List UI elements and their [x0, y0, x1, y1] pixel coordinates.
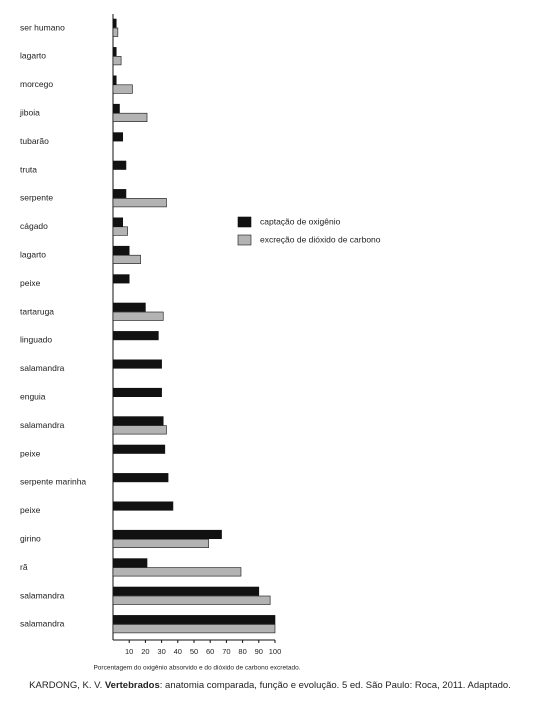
category-label: salamandra — [20, 363, 65, 373]
x-tick-label: 100 — [269, 647, 282, 656]
bar — [112, 302, 146, 312]
bar — [112, 160, 127, 170]
category-label: peixe — [20, 278, 41, 288]
category-label: linguado — [20, 335, 52, 345]
bar — [112, 132, 124, 142]
category-label: serpente marinha — [20, 477, 86, 487]
category-label: tartaruga — [20, 306, 54, 316]
category-label: peixe — [20, 448, 41, 458]
bar — [112, 254, 141, 264]
bar — [112, 387, 162, 398]
bar — [112, 56, 122, 66]
bar — [112, 198, 167, 208]
bar — [112, 27, 119, 37]
category-label: ser humano — [20, 22, 65, 32]
bar — [112, 558, 148, 568]
category-label: girino — [20, 533, 41, 543]
category-label: rã — [20, 562, 28, 572]
chart: Porcentagem do oxigênio absorvido e do d… — [19, 14, 381, 672]
bar — [112, 624, 276, 634]
bar — [112, 444, 166, 454]
source-author: KARDONG, K. V. — [29, 680, 103, 691]
source-caption: KARDONG, K. V. Vertebrados: anatomia com… — [0, 680, 540, 691]
bar — [112, 331, 159, 341]
bar — [112, 274, 130, 284]
x-tick-label: 70 — [222, 647, 230, 656]
category-label: peixe — [20, 505, 41, 515]
bar — [112, 567, 242, 577]
legend-label: captação de oxigênio — [260, 216, 341, 226]
category-label: morcego — [20, 79, 53, 89]
bar — [112, 189, 127, 199]
category-label: serpente — [20, 193, 53, 203]
x-tick-label: 30 — [157, 647, 165, 656]
category-label: lagarto — [20, 51, 46, 61]
bar — [112, 615, 276, 625]
source-rest: : anatomia comparada, função e evolução.… — [159, 680, 511, 691]
bar — [112, 538, 209, 549]
bar — [112, 103, 120, 113]
x-tick-label: 20 — [141, 647, 149, 656]
legend-label: excreção de dióxido de carbono — [260, 234, 381, 244]
bar — [112, 245, 130, 255]
bar — [112, 359, 162, 369]
bar — [112, 47, 117, 57]
category-label: salamandra — [20, 619, 65, 629]
x-tick-label: 60 — [206, 647, 214, 656]
bar — [112, 586, 260, 596]
bar — [112, 226, 128, 236]
category-label: truta — [20, 164, 37, 174]
category-label: jiboia — [19, 107, 40, 117]
bar — [112, 501, 174, 511]
x-tick-label: 90 — [255, 647, 263, 656]
source-title: Vertebrados — [104, 680, 160, 691]
category-label: enguia — [20, 391, 46, 401]
category-label: salamandra — [20, 420, 65, 430]
category-label: cágado — [20, 221, 48, 231]
bar — [112, 529, 222, 540]
bar — [112, 75, 117, 85]
bar — [112, 425, 167, 435]
bar — [112, 311, 164, 321]
bar — [112, 112, 148, 122]
x-axis-label: Porcentagem do oxigênio absorvido e do d… — [93, 665, 300, 672]
category-label: salamandra — [20, 590, 65, 600]
bar — [112, 473, 169, 483]
x-tick-label: 10 — [125, 647, 133, 656]
x-tick-label: 50 — [190, 647, 198, 656]
x-tick-label: 40 — [174, 647, 182, 656]
x-tick-label: 80 — [238, 647, 246, 656]
bar — [112, 18, 117, 28]
legend-swatch — [237, 216, 252, 228]
bar — [112, 416, 164, 426]
bar — [112, 595, 271, 605]
category-label: tubarão — [20, 136, 49, 146]
bar — [112, 217, 124, 227]
legend-swatch — [237, 234, 252, 246]
category-label: lagarto — [20, 249, 46, 259]
bar — [112, 84, 133, 94]
